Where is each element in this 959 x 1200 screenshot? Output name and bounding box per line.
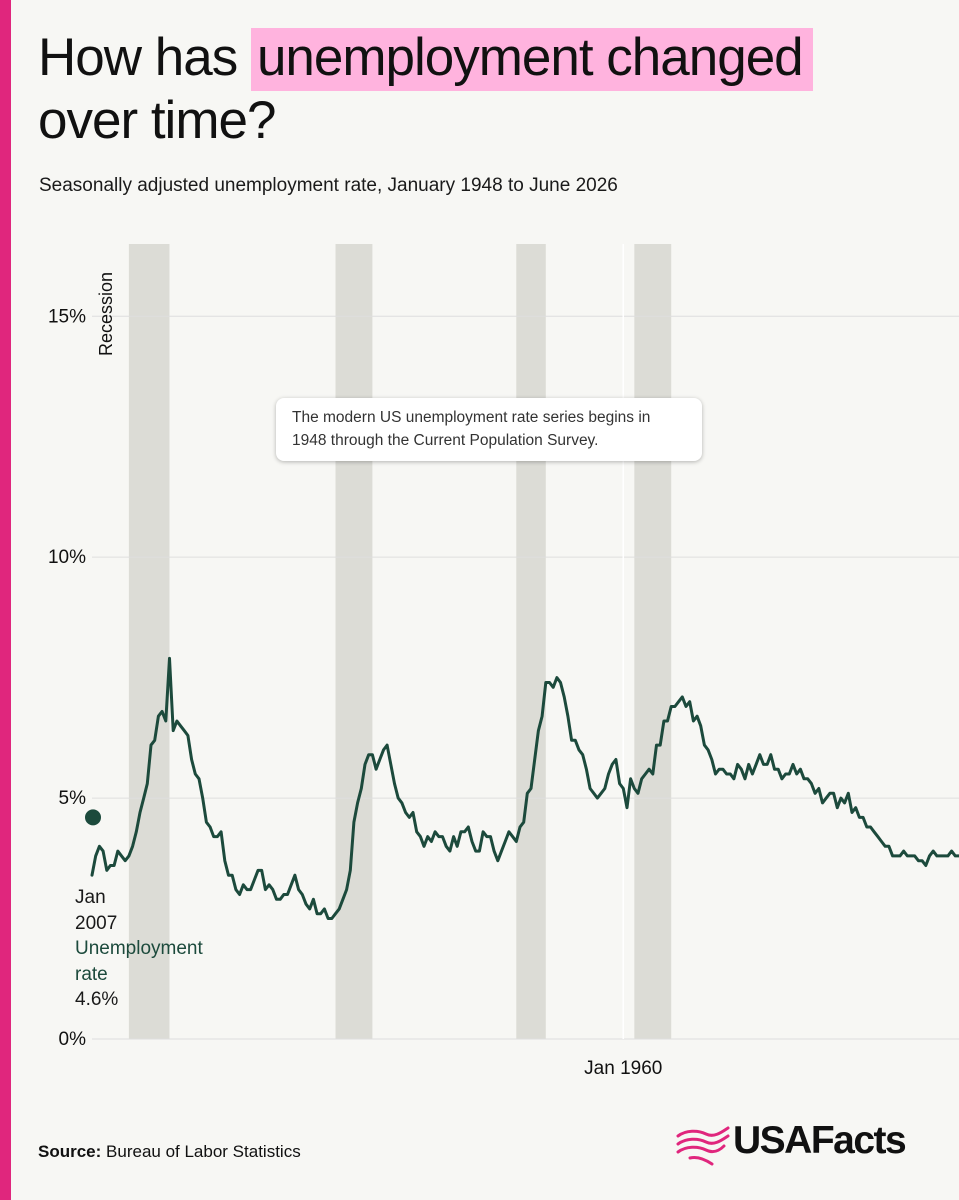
chart-subtitle: Seasonally adjusted unemployment rate, J…	[39, 175, 618, 196]
point-period-year: 2007	[75, 912, 118, 934]
source-label: Source:	[38, 1142, 102, 1161]
point-series-name: Unemployment	[75, 938, 203, 959]
annotation-callout: The modern US unemployment rate series b…	[276, 398, 702, 461]
y-tick-label: 0%	[59, 1029, 87, 1050]
y-tick-label: 5%	[59, 788, 87, 809]
title-highlight: unemployment changed	[250, 28, 813, 91]
x-axis: Jan 1960	[584, 244, 662, 1079]
recession-band	[335, 244, 373, 1039]
page-title: How has unemployment changed over time?	[38, 26, 918, 152]
point-series-name-cont: rate	[75, 963, 108, 985]
recession-bands	[128, 244, 672, 1039]
recession-label: Recession	[96, 272, 116, 356]
point-value: 4.6%	[75, 989, 119, 1010]
source-note: Source: Bureau of Labor Statistics	[38, 1142, 301, 1162]
y-axis-ticks: 0% 5% 10% 15%	[48, 306, 86, 1050]
source-text: Bureau of Labor Statistics	[106, 1142, 301, 1161]
x-tick-label: Jan 1960	[584, 1058, 662, 1079]
y-tick-label: 10%	[48, 547, 86, 568]
y-tick-label: 15%	[48, 306, 86, 327]
recession-band	[128, 244, 170, 1039]
highlight-point-label: Jan 2007 Unemployment rate 4.6%	[75, 885, 203, 1013]
point-period-month: Jan	[75, 887, 106, 908]
usafacts-logo-icon[interactable]	[676, 1120, 926, 1170]
series-line	[90, 656, 959, 920]
brand-wordmark[interactable]: USAFacts	[733, 1119, 907, 1162]
unemployment-chart: 0% 5% 10% 15% Jan 1960 Recession	[48, 244, 959, 1079]
accent-bar	[0, 0, 11, 1200]
highlight-point	[85, 809, 101, 826]
title-start: How has	[38, 28, 251, 87]
title-end: over time?	[38, 91, 276, 150]
recession-band	[516, 244, 546, 1039]
series-group	[85, 656, 959, 920]
recession-band	[634, 244, 672, 1039]
